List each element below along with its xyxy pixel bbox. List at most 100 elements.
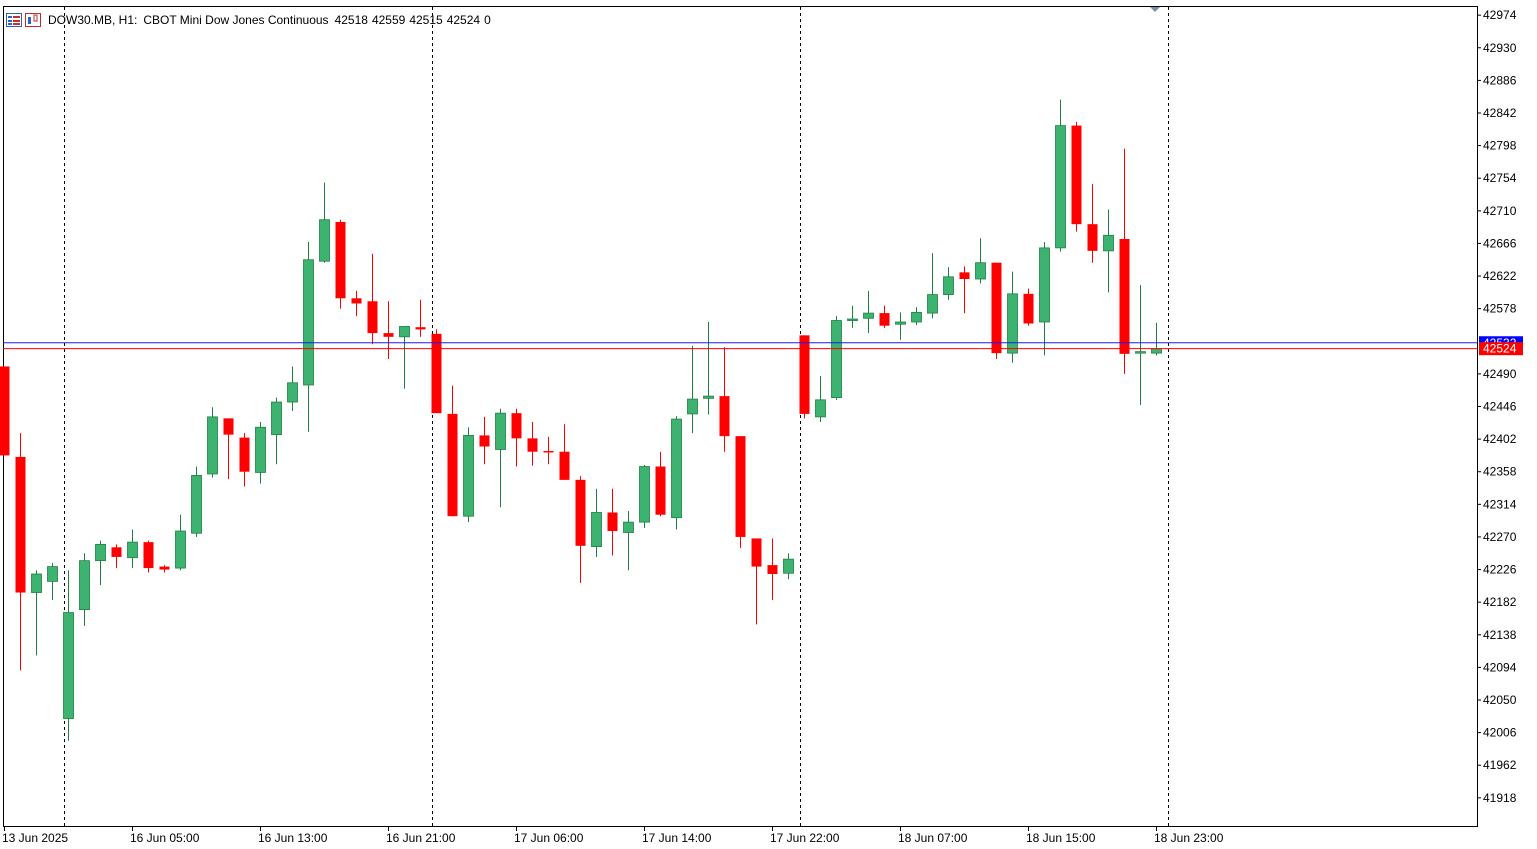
candle-35[interactable] xyxy=(559,424,570,480)
candle-34[interactable] xyxy=(543,436,554,465)
candle-23[interactable] xyxy=(367,253,378,345)
candle-18[interactable] xyxy=(287,366,298,411)
candle-33[interactable] xyxy=(527,422,538,466)
candle-42[interactable] xyxy=(671,416,682,530)
candle-49[interactable] xyxy=(783,553,794,580)
candle-64[interactable] xyxy=(1023,288,1034,326)
candle-25[interactable] xyxy=(399,326,410,389)
candle-12[interactable] xyxy=(191,466,202,537)
candle-46[interactable] xyxy=(735,436,746,549)
candle-68[interactable] xyxy=(1087,184,1098,263)
candle-1[interactable] xyxy=(15,433,26,671)
bid-price-label-text: 42524 xyxy=(1483,342,1517,356)
x-tick-label: 18 Jun 07:00 xyxy=(898,831,968,845)
candle-16[interactable] xyxy=(255,422,266,484)
candle-22[interactable] xyxy=(351,290,362,317)
candle-61[interactable] xyxy=(975,238,986,284)
candle-26[interactable] xyxy=(415,299,426,337)
bull-candle-body xyxy=(1103,234,1114,252)
candle-10[interactable] xyxy=(159,565,170,573)
candle-59[interactable] xyxy=(943,267,954,300)
candle-70[interactable] xyxy=(1119,148,1130,374)
candle-63[interactable] xyxy=(1007,271,1018,363)
candle-69[interactable] xyxy=(1103,209,1114,293)
candle-6[interactable] xyxy=(95,540,106,586)
candle-21[interactable] xyxy=(335,219,346,309)
candle-9[interactable] xyxy=(143,540,154,573)
candle-2[interactable] xyxy=(31,570,42,656)
shift-marker-icon[interactable] xyxy=(1150,7,1160,12)
candle-28[interactable] xyxy=(447,385,458,517)
candle-54[interactable] xyxy=(863,290,874,334)
y-tick-label: 42006 xyxy=(1483,726,1517,740)
bull-candle-body xyxy=(47,566,58,582)
y-tick-label: 42402 xyxy=(1483,432,1517,446)
candle-31[interactable] xyxy=(495,408,506,508)
candle-0[interactable] xyxy=(0,366,10,456)
candle-38[interactable] xyxy=(607,488,618,556)
candle-50[interactable] xyxy=(799,335,810,419)
y-tick-label: 42842 xyxy=(1483,106,1517,120)
candle-36[interactable] xyxy=(575,476,586,583)
bear-candle-body xyxy=(879,313,890,326)
bull-candle-body xyxy=(639,466,650,523)
y-tick-label: 42974 xyxy=(1483,8,1517,22)
candle-48[interactable] xyxy=(767,538,778,600)
candle-66[interactable] xyxy=(1055,99,1066,252)
candle-52[interactable] xyxy=(831,316,842,400)
bull-candle-body xyxy=(495,412,506,450)
candle-41[interactable] xyxy=(655,451,666,517)
bull-candle-body xyxy=(783,558,794,574)
candle-29[interactable] xyxy=(463,427,474,523)
bear-candle-body xyxy=(431,333,442,414)
candle-62[interactable] xyxy=(991,262,1002,360)
bull-candle-body xyxy=(271,401,282,436)
ohlc-close: 42524 xyxy=(446,13,481,27)
candle-37[interactable] xyxy=(591,488,602,557)
bear-candle-body xyxy=(0,366,10,456)
candle-8[interactable] xyxy=(127,529,138,569)
candle-20[interactable] xyxy=(319,182,330,263)
x-tick-label: 17 Jun 22:00 xyxy=(770,831,840,845)
candle-53[interactable] xyxy=(847,305,858,328)
candle-60[interactable] xyxy=(959,266,970,314)
candle-13[interactable] xyxy=(207,407,218,478)
candle-32[interactable] xyxy=(511,408,522,467)
chart-list-icon[interactable] xyxy=(6,13,22,27)
candle-56[interactable] xyxy=(895,312,906,340)
candle-44[interactable] xyxy=(703,322,714,415)
candle-55[interactable] xyxy=(879,305,890,328)
candle-57[interactable] xyxy=(911,307,922,325)
candle-4[interactable] xyxy=(63,570,74,741)
candle-71[interactable] xyxy=(1135,284,1146,406)
candle-47[interactable] xyxy=(751,538,762,625)
candle-30[interactable] xyxy=(479,416,490,465)
indicators-icon[interactable] xyxy=(25,13,41,27)
candle-72[interactable] xyxy=(1151,322,1162,356)
candle-17[interactable] xyxy=(271,397,282,465)
candle-11[interactable] xyxy=(175,514,186,571)
bear-candle-body xyxy=(1023,293,1034,324)
candle-45[interactable] xyxy=(719,347,730,452)
candle-19[interactable] xyxy=(303,241,314,432)
candle-27[interactable] xyxy=(431,329,442,414)
ohlc-low: 42515 xyxy=(409,13,443,27)
candle-58[interactable] xyxy=(927,253,938,319)
candle-7[interactable] xyxy=(111,544,122,569)
bull-candle-body xyxy=(1135,351,1146,354)
candle-40[interactable] xyxy=(639,465,650,529)
candle-65[interactable] xyxy=(1039,241,1050,356)
candle-39[interactable] xyxy=(623,511,634,571)
bear-candle-body xyxy=(655,466,666,515)
candle-14[interactable] xyxy=(223,418,234,480)
candle-15[interactable] xyxy=(239,433,250,487)
candle-51[interactable] xyxy=(815,376,826,423)
candle-5[interactable] xyxy=(79,553,90,626)
candle-3[interactable] xyxy=(47,562,58,600)
candle-24[interactable] xyxy=(383,301,394,360)
candle-43[interactable] xyxy=(687,345,698,434)
candle-67[interactable] xyxy=(1071,121,1082,232)
bear-candle-body xyxy=(767,565,778,574)
